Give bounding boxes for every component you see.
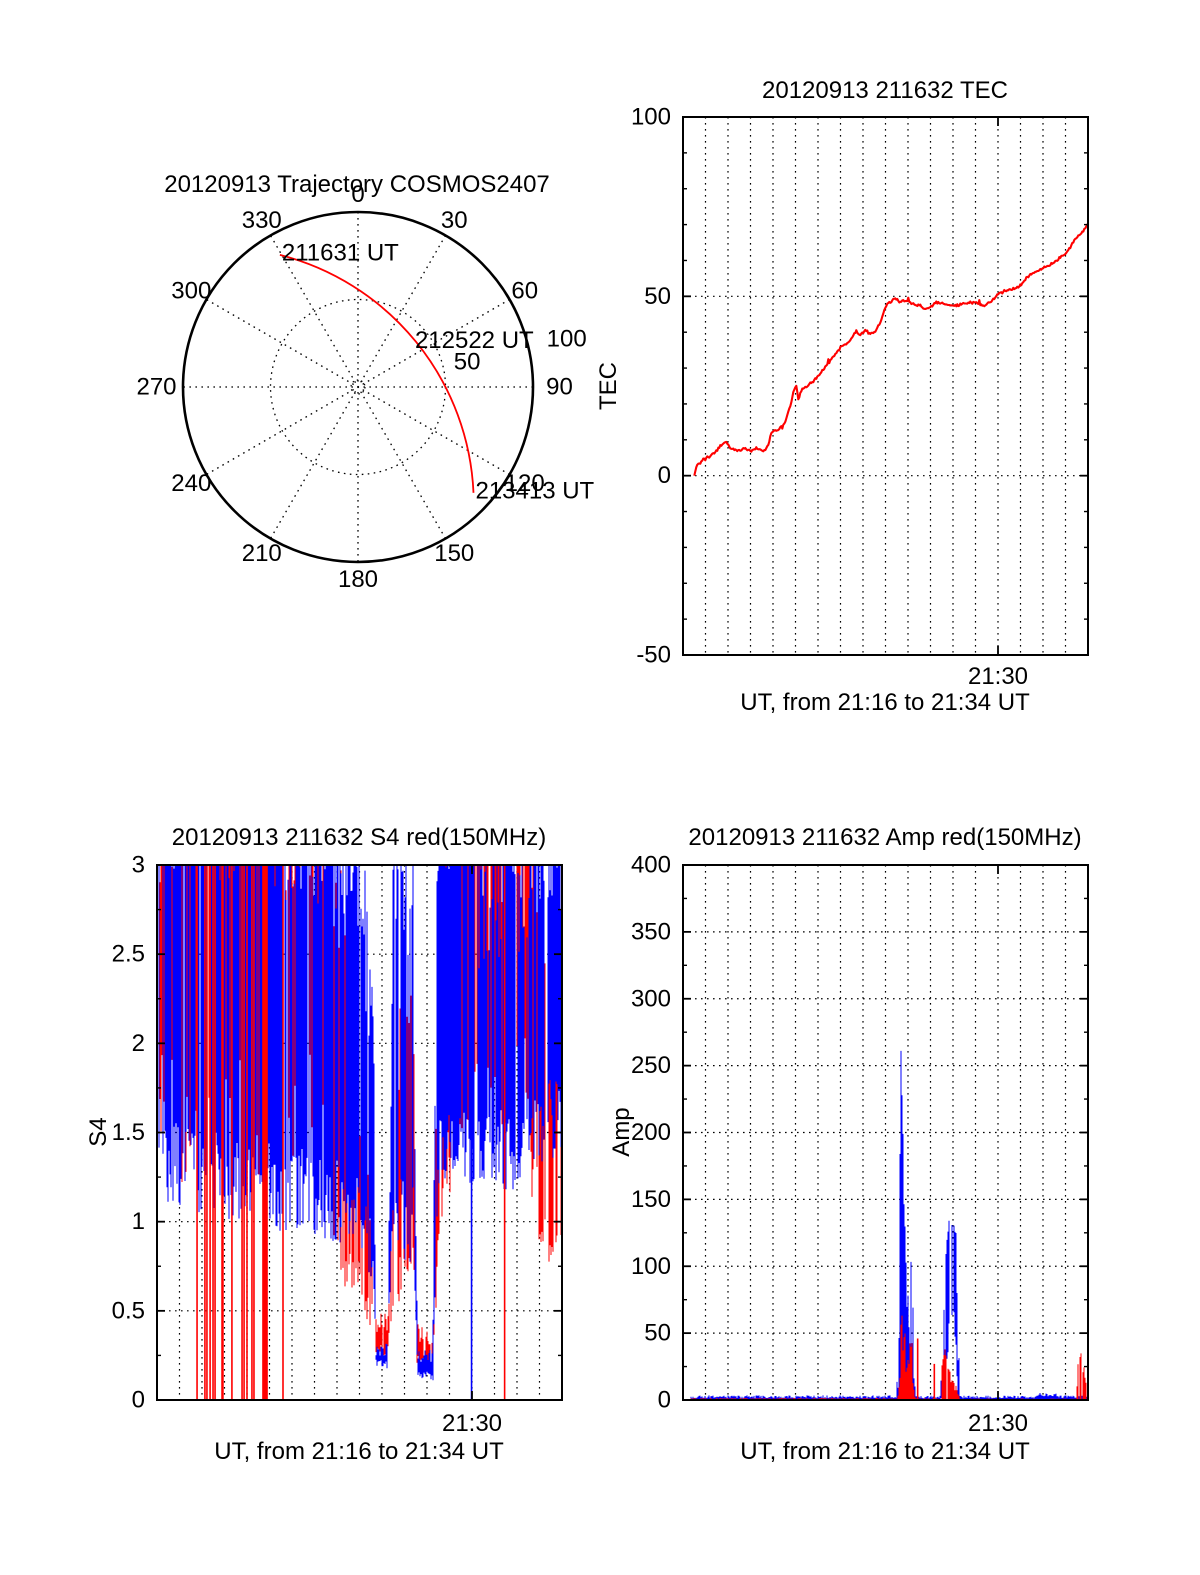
s4-ytick-label: 0	[132, 1387, 145, 1414]
trajectory-title: 20120913 Trajectory COSMOS2407	[164, 171, 550, 198]
polar-azimuth-label: 270	[136, 374, 176, 401]
tec-ytick-label: 0	[658, 462, 671, 489]
s4-ytick-label: 3	[132, 852, 145, 879]
axes-frame	[682, 116, 1089, 656]
s4-ytick-label: 1.5	[112, 1119, 145, 1146]
amp-ytick-label: 300	[631, 985, 671, 1012]
tec-ytick-label: 100	[631, 104, 671, 131]
polar-azimuth-label: 30	[441, 207, 468, 234]
polar-azimuth-label: 330	[242, 207, 282, 234]
amp-ytick-label: 200	[631, 1119, 671, 1146]
trajectory-time-label: 212522 UT	[415, 327, 534, 354]
tec-ylabel: TEC	[595, 362, 622, 410]
polar-azimuth-label: 180	[338, 566, 378, 593]
amp-ytick-label: 150	[631, 1186, 671, 1213]
polar-outer-circle	[181, 210, 535, 564]
trajectory-path	[279, 254, 475, 493]
s4-title: 20120913 211632 S4 red(150MHz)	[171, 824, 547, 851]
tec-xlabel: UT, from 21:16 to 21:34 UT	[740, 689, 1030, 716]
amp-ytick-label: 250	[631, 1052, 671, 1079]
s4-ytick-label: 2.5	[112, 941, 145, 968]
s4-ytick-label: 1	[132, 1208, 145, 1235]
tec-ytick-label: 50	[644, 283, 671, 310]
trajectory-time-label: 213413 UT	[475, 477, 594, 504]
polar-azimuth-label: 300	[171, 277, 211, 304]
s4-ylabel: S4	[85, 1117, 112, 1147]
amp-ytick-label: 0	[658, 1387, 671, 1414]
amp-xlabel: UT, from 21:16 to 21:34 UT	[740, 1438, 1030, 1465]
polar-azimuth-label: 0	[351, 181, 364, 208]
amp-xtick-label: 21:30	[967, 1410, 1029, 1437]
tec-curve	[693, 222, 1090, 476]
polar-azimuth-label: 210	[242, 540, 282, 567]
polar-radial-label: 50	[454, 348, 481, 375]
amp-title: 20120913 211632 Amp red(150MHz)	[688, 824, 1082, 851]
tec-ytick-label: -50	[636, 642, 671, 669]
polar-azimuth-label: 60	[511, 277, 538, 304]
s4-ytick-label: 2	[132, 1030, 145, 1057]
amp-ytick-label: 100	[631, 1253, 671, 1280]
polar-spoke-gridline	[269, 235, 447, 539]
polar-azimuth-label: 240	[171, 470, 211, 497]
amp-ytick-label: 400	[631, 852, 671, 879]
polar-azimuth-label: 150	[434, 540, 474, 567]
trajectory-time-label: 211631 UT	[282, 239, 399, 266]
tec-xtick-label: 21:30	[967, 663, 1029, 690]
polar-center-circle	[350, 379, 366, 395]
tec-title: 20120913 211632 TEC	[762, 77, 1008, 104]
amp-ytick-label: 50	[644, 1320, 671, 1347]
s4-ytick-label: 0.5	[112, 1297, 145, 1324]
s4-xlabel: UT, from 21:16 to 21:34 UT	[214, 1438, 504, 1465]
s4-xtick-label: 21:30	[441, 1410, 503, 1437]
polar-radial-label: 100	[547, 325, 587, 352]
polar-azimuth-label: 90	[546, 374, 573, 401]
polar-azimuth-label: 120	[505, 470, 545, 497]
amp-ylabel: Amp	[608, 1107, 635, 1157]
amp-ytick-label: 350	[631, 918, 671, 945]
